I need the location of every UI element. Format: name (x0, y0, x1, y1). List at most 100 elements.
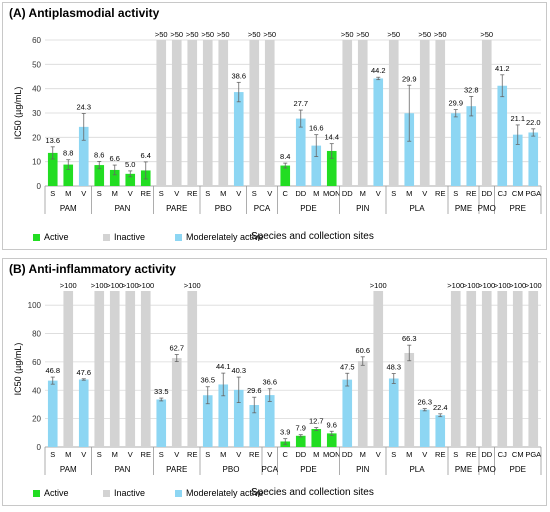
x-tick-label: S (97, 450, 102, 459)
x-tick-label: S (50, 450, 55, 459)
data-label: >100 (525, 281, 542, 290)
bar (78, 379, 89, 447)
bar (202, 395, 213, 447)
data-label: 32.8 (464, 85, 479, 94)
x-tick-label: S (205, 450, 210, 459)
anti-inflammatory-chart: 0 20 40 60 80 100 IC50 (µg/mL) 46.8 S >100 M 47.6 V >… (13, 281, 542, 475)
x-tick-label: V (81, 189, 86, 198)
data-label: 21.1 (510, 114, 525, 123)
x-tick-label: M (360, 450, 366, 459)
bar (187, 291, 198, 447)
legend-label: Inactive (114, 488, 146, 498)
y-tick-label: 20 (32, 133, 41, 142)
bar (94, 291, 105, 447)
bar (342, 379, 353, 447)
data-label: 22.0 (526, 118, 541, 127)
legend-active: Active (33, 232, 69, 242)
x-tick-label: M (220, 189, 226, 198)
y-tick-label: 80 (32, 330, 41, 339)
bar (264, 395, 275, 447)
x-tick-label: RE (187, 450, 197, 459)
data-label: 26.3 (417, 398, 432, 407)
bar (357, 361, 368, 447)
bar (481, 291, 492, 447)
x-tick-label: DD (295, 450, 306, 459)
bar (342, 40, 353, 186)
group-label: PAN (115, 204, 131, 213)
group-label: PME (455, 204, 472, 213)
data-label: 22.4 (433, 403, 448, 412)
data-label: >50 (170, 30, 183, 39)
group-label: PARE (166, 465, 187, 474)
chart-title: (A) Antiplasmodial activity (9, 6, 160, 20)
bar (466, 106, 477, 186)
group-label: PME (455, 465, 472, 474)
data-label: 44.1 (216, 362, 231, 371)
bar (218, 384, 229, 447)
data-label: >50 (356, 30, 369, 39)
legend-inactive: Inactive (103, 232, 145, 242)
data-label: 48.3 (386, 363, 401, 372)
x-tick-label: M (406, 189, 412, 198)
data-label: 9.6 (327, 420, 337, 429)
legend-active: Active (33, 488, 69, 498)
data-label: 60.6 (355, 346, 370, 355)
bar (47, 380, 58, 447)
data-label: 24.3 (76, 102, 91, 111)
bar (512, 134, 523, 186)
bar (202, 40, 213, 186)
bar (388, 378, 399, 447)
group-label: PMO (478, 465, 496, 474)
bar (419, 409, 430, 447)
x-tick-label: S (159, 189, 164, 198)
y-tick-label: 0 (37, 182, 42, 191)
x-tick-label: RE (141, 189, 151, 198)
chart-title: (B) Anti-inflammatory activity (9, 262, 176, 276)
data-label: >50 (155, 30, 168, 39)
legend-label: Moderelately active (186, 232, 264, 242)
x-tick-label: S (453, 450, 458, 459)
data-label: >100 (60, 281, 77, 290)
group-label: PAM (60, 204, 77, 213)
data-label: 6.6 (110, 154, 120, 163)
bar (450, 291, 461, 447)
x-tick-label: RE (249, 450, 259, 459)
antiplasmodial-chart: 0 10 20 30 40 50 60 IC50 (µg/mL) 13.6 S 8.8 M 24.3 V 8… (13, 30, 542, 214)
data-label: >50 (201, 30, 214, 39)
y-tick-label: 60 (32, 358, 41, 367)
data-label: 38.6 (231, 71, 246, 80)
y-tick-label: 0 (37, 443, 42, 452)
legend-moderate: Moderelately active (175, 232, 264, 242)
x-tick-label: S (50, 189, 55, 198)
data-label: 62.7 (169, 344, 184, 353)
legend-label: Active (44, 232, 69, 242)
legend-label: Active (44, 488, 69, 498)
group-label: PLA (409, 204, 425, 213)
data-label: >50 (434, 30, 447, 39)
x-tick-label: RE (466, 189, 476, 198)
bar (373, 291, 384, 447)
bar (140, 291, 151, 447)
data-label: >50 (341, 30, 354, 39)
bar (249, 405, 260, 447)
bar (388, 40, 399, 186)
data-label: >50 (217, 30, 230, 39)
y-axis-title: IC50 (µg/mL) (13, 87, 23, 140)
antiplasmodial-panel: (A) Antiplasmodial activity 0 10 20 30 40 50 6… (2, 2, 547, 250)
y-tick-label: 40 (32, 386, 41, 395)
data-label: 12.7 (309, 417, 324, 426)
bar (280, 165, 291, 186)
bar (47, 152, 58, 186)
bar (311, 145, 322, 186)
bar (295, 435, 306, 447)
data-label: 14.4 (324, 133, 339, 142)
x-tick-label: RE (141, 450, 151, 459)
x-tick-label: CJ (498, 189, 507, 198)
x-tick-label: DD (342, 450, 353, 459)
legend-label: Inactive (114, 232, 146, 242)
legend-swatch-moderate (175, 234, 182, 242)
x-tick-label: S (453, 189, 458, 198)
data-label: 8.4 (280, 152, 290, 161)
data-label: 36.6 (262, 378, 277, 387)
